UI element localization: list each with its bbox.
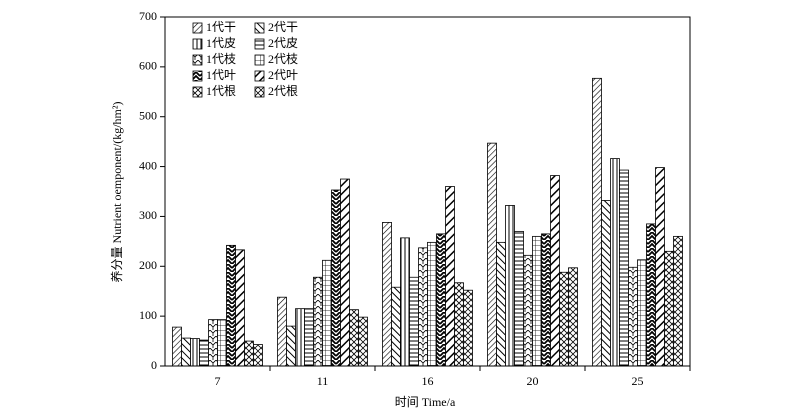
legend-label: 1代干: [206, 20, 236, 34]
bar: [295, 308, 305, 367]
legend-label: 1代枝: [206, 51, 236, 66]
bar: [217, 319, 227, 367]
bar: [340, 178, 350, 367]
bar: [304, 308, 314, 367]
legend-label: 2代叶: [268, 68, 298, 82]
legend-label: 1代叶: [206, 68, 236, 82]
x-axis-label: 时间 Time/a: [395, 395, 456, 409]
legend-swatch: [254, 70, 265, 82]
bar: [523, 254, 533, 367]
bar: [487, 142, 497, 367]
bar: [628, 266, 638, 367]
y-axis-label: 养分量 Nutrient oemponent/(kg/hm²): [109, 102, 124, 283]
legend-swatch: [254, 38, 265, 50]
bar: [322, 259, 332, 367]
x-tick-label: 16: [422, 374, 434, 388]
bar: [226, 244, 236, 367]
bar: [505, 205, 515, 367]
bar: [400, 237, 410, 367]
x-tick-label: 25: [632, 374, 644, 388]
bar: [592, 77, 602, 367]
bar: [190, 338, 200, 367]
bar: [637, 259, 647, 367]
x-tick-label: 20: [527, 374, 539, 388]
y-tick-label: 700: [139, 9, 157, 23]
x-tick-label: 7: [215, 374, 221, 388]
y-tick-label: 100: [139, 308, 157, 322]
bar: [253, 344, 263, 367]
bar: [619, 169, 629, 367]
bar: [568, 267, 578, 367]
y-tick-label: 600: [139, 59, 157, 73]
bar: [646, 223, 656, 367]
bar: [208, 319, 218, 367]
bar: [559, 271, 569, 367]
bar: [541, 233, 551, 367]
y-tick-label: 400: [139, 158, 157, 172]
bar: [463, 289, 473, 367]
y-tick-label: 0: [151, 358, 157, 372]
bar: [496, 241, 506, 367]
y-tick-label: 300: [139, 208, 157, 222]
bar: [532, 235, 542, 367]
bar: [673, 235, 683, 367]
legend-label: 1代皮: [206, 36, 236, 50]
bar: [610, 158, 620, 367]
legend-label: 2代皮: [268, 36, 298, 50]
plot-frame: [164, 16, 691, 367]
legend-label: 2代枝: [268, 51, 298, 66]
legend-swatch: [254, 54, 265, 66]
bar: [655, 167, 665, 367]
legend-swatch: [192, 22, 203, 34]
bar: [181, 337, 191, 367]
bar: [514, 230, 524, 367]
y-tick-label: 500: [139, 108, 157, 122]
bar: [331, 189, 341, 367]
bar: [664, 250, 674, 367]
bar: [409, 276, 419, 367]
legend-swatch: [192, 38, 203, 50]
bar: [277, 296, 287, 367]
bar: [427, 241, 437, 367]
bar: [358, 316, 368, 367]
bar: [454, 282, 464, 367]
bar: [601, 200, 611, 367]
legend-label: 1代根: [206, 84, 236, 98]
bar: [199, 339, 209, 367]
legend-swatch: [192, 70, 203, 82]
bar: [172, 326, 182, 367]
bar: [418, 247, 428, 367]
bar: [235, 249, 245, 367]
bar: [313, 276, 323, 367]
bar: [391, 286, 401, 367]
legend-swatch: [254, 86, 265, 98]
bar: [244, 340, 254, 367]
bar: [286, 325, 296, 367]
x-tick-label: 11: [317, 374, 329, 388]
legend-swatch: [192, 86, 203, 98]
legend-swatch: [254, 22, 265, 34]
bar: [382, 222, 392, 367]
y-tick-label: 200: [139, 258, 157, 272]
legend-label: 2代根: [268, 84, 298, 98]
bar: [550, 175, 560, 367]
legend-label: 2代干: [268, 20, 298, 34]
legend-swatch: [192, 54, 203, 66]
bar: [436, 233, 446, 367]
bar: [445, 186, 455, 367]
bar: [349, 309, 359, 367]
